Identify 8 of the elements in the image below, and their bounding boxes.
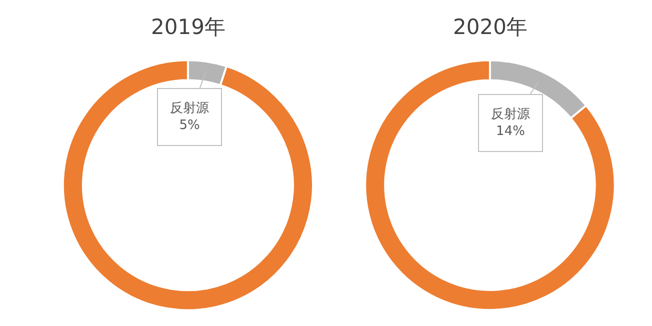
- donut-slice: [364, 59, 616, 311]
- donut-slice: [62, 59, 314, 312]
- legend-label: 反射源: [491, 107, 530, 122]
- chart-title: 2019年: [151, 15, 226, 39]
- legend-label: 反射源: [170, 101, 209, 116]
- chart-title: 2020年: [453, 15, 528, 39]
- data-label: 14%: [496, 124, 525, 139]
- data-label: 5%: [179, 118, 200, 133]
